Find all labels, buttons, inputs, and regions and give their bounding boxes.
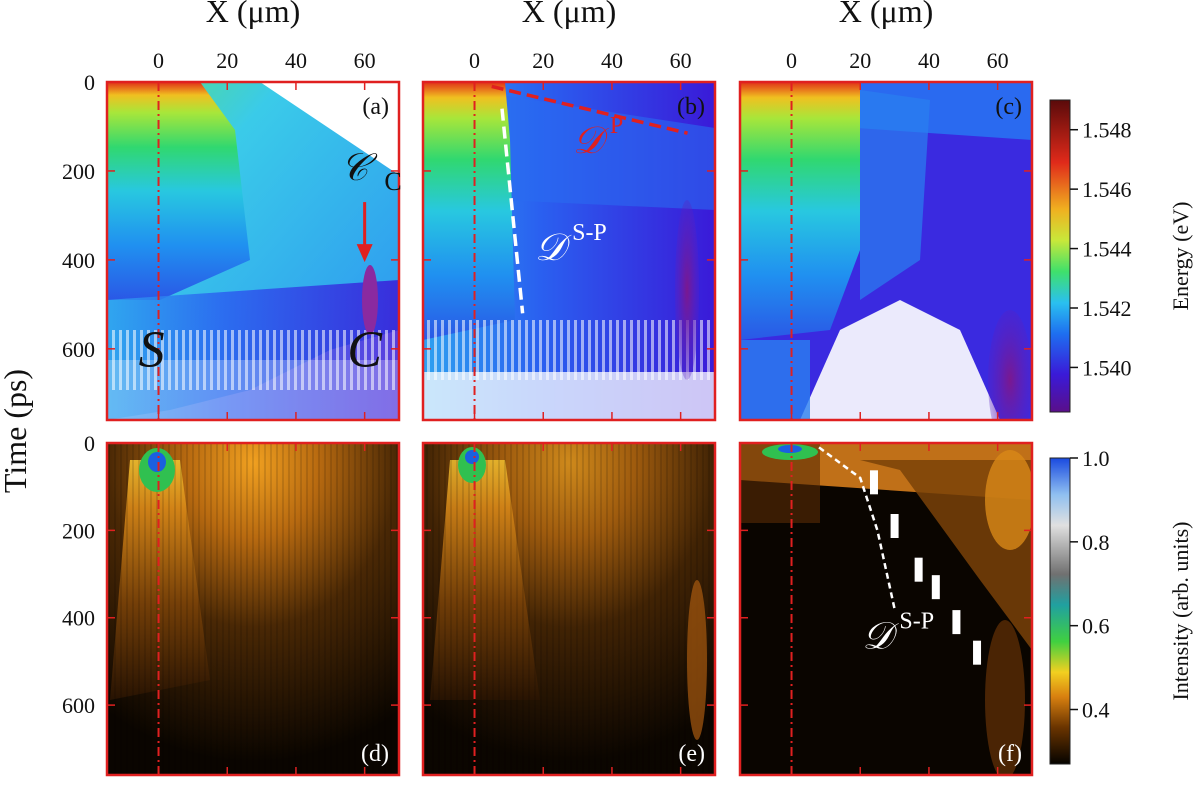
x-tick-label-c-60: 60 (987, 48, 1009, 73)
panel-e-image (423, 443, 715, 775)
colorbar-label-1: Intensity (arb. units) (1168, 521, 1193, 700)
panel-b-image (423, 82, 715, 420)
annotation-sup-f-0: S-P (899, 608, 934, 634)
dP-line (491, 84, 688, 135)
colorbar-tick-label-1-0: 1.0 (1082, 446, 1110, 471)
white-dash-5 (973, 640, 982, 665)
annotation-a-1: C (347, 322, 383, 379)
panel-frame-f (738, 441, 1034, 777)
white-dash-4 (952, 610, 961, 635)
dSP-line-f (818, 446, 896, 610)
panel-frame-e (421, 441, 717, 777)
colorbar-tick-label-0-2: 1.544 (1082, 237, 1132, 262)
colorbar-tick-label-0-3: 1.542 (1082, 296, 1132, 321)
arrow-head (356, 244, 373, 263)
y-tick-label-a-200: 200 (62, 159, 95, 184)
annotation-sup-b-0: P (610, 113, 623, 139)
y-tick-label-d-600: 600 (62, 693, 95, 718)
colorbar-tick-label-0-0: 1.548 (1082, 118, 1132, 143)
x-tick-label-a-0: 0 (153, 48, 164, 73)
x-tick-label-b-40: 40 (601, 48, 623, 73)
colorbar-label-0: Energy (eV) (1168, 202, 1193, 311)
annotation-a-0: S (139, 322, 165, 379)
colorbar-tick-label-0-4: 1.540 (1082, 355, 1132, 380)
x-axis-label-c: X (μm) (839, 0, 933, 29)
panel-label-e: (e) (678, 741, 705, 767)
x-tick-label-c-40: 40 (918, 48, 940, 73)
colorbar-tick-label-1-3: 0.4 (1082, 698, 1110, 723)
x-tick-label-a-40: 40 (285, 48, 307, 73)
panel-label-d: (d) (361, 741, 389, 767)
y-axis-label: Time (ps) (0, 369, 33, 493)
white-dash-0 (869, 470, 878, 495)
white-dash-1 (890, 514, 899, 538)
x-tick-label-a-60: 60 (354, 48, 376, 73)
colorbar-tick-label-1-2: 0.6 (1082, 614, 1110, 639)
y-tick-label-d-400: 400 (62, 606, 95, 631)
y-tick-label-a-600: 600 (62, 337, 95, 362)
panel-frame-b (421, 80, 717, 422)
panel-label-b: (b) (677, 94, 705, 120)
x-axis-label-a: X (μm) (206, 0, 300, 29)
panel-label-f: (f) (998, 741, 1022, 767)
x-tick-label-b-60: 60 (670, 48, 692, 73)
x-axis-label-b: X (μm) (522, 0, 616, 29)
panel-label-a: (a) (362, 94, 389, 120)
y-tick-label-a-0: 0 (84, 70, 95, 95)
colorbar-1 (1049, 457, 1071, 765)
colorbar-0 (1049, 99, 1071, 413)
panel-frame-c (738, 80, 1034, 422)
annotation-sup-b-1: S-P (572, 220, 607, 246)
x-tick-label-a-20: 20 (216, 48, 238, 73)
panel-f-image (740, 443, 1032, 775)
y-tick-label-a-400: 400 (62, 248, 95, 273)
panel-frame-d (105, 441, 401, 777)
x-tick-label-c-0: 0 (786, 48, 797, 73)
colorbar-tick-label-0-1: 1.546 (1082, 177, 1132, 202)
panel-c-image (740, 82, 1032, 420)
annotation-sub-a-2: C (384, 167, 401, 196)
panel-d-image (107, 443, 399, 775)
white-dash-2 (914, 557, 923, 582)
y-tick-label-d-0: 0 (84, 431, 95, 456)
white-dash-3 (931, 575, 940, 600)
panel-a-image (107, 82, 399, 420)
x-tick-label-b-0: 0 (469, 48, 480, 73)
panel-label-c: (c) (995, 94, 1022, 120)
y-tick-label-d-200: 200 (62, 518, 95, 543)
x-tick-label-b-20: 20 (532, 48, 554, 73)
x-tick-label-c-20: 20 (849, 48, 871, 73)
panel-frame-a (105, 80, 401, 422)
dSP-line-b (500, 108, 525, 314)
colorbar-tick-label-1-1: 0.8 (1082, 530, 1110, 555)
